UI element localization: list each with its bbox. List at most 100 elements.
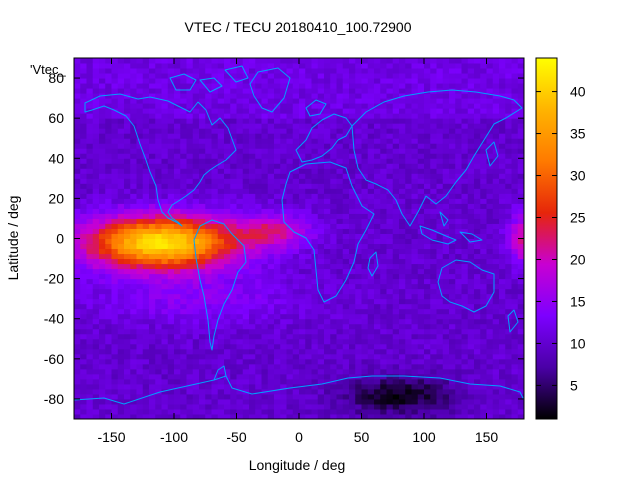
heatmap-cell <box>442 378 450 385</box>
heatmap-cell <box>199 63 206 69</box>
heatmap-cell <box>74 373 81 380</box>
heatmap-cell <box>349 318 356 325</box>
heatmap-cell <box>149 93 156 99</box>
heatmap-cell <box>405 108 412 114</box>
heatmap-cell <box>311 63 319 69</box>
heatmap-cell <box>292 103 300 109</box>
heatmap-cell <box>224 138 231 144</box>
heatmap-cell <box>455 108 462 114</box>
heatmap-cell <box>86 358 94 365</box>
heatmap-cell <box>74 143 81 149</box>
heatmap-cell <box>492 88 500 94</box>
heatmap-cell <box>430 138 437 144</box>
heatmap-cell <box>167 378 175 385</box>
heatmap-cell <box>449 98 456 104</box>
heatmap-cell <box>261 243 269 250</box>
heatmap-cell <box>117 243 125 250</box>
heatmap-cell <box>349 298 356 305</box>
heatmap-cell <box>355 348 362 355</box>
heatmap-cell <box>417 123 425 129</box>
heatmap-cell <box>80 328 87 335</box>
heatmap-cell <box>405 68 412 74</box>
heatmap-cell <box>192 388 200 395</box>
heatmap-cell <box>374 188 381 194</box>
heatmap-cell <box>386 343 394 350</box>
heatmap-cell <box>117 58 125 64</box>
heatmap-cell <box>211 78 219 84</box>
heatmap-cell <box>380 168 387 174</box>
heatmap-cell <box>205 228 212 234</box>
heatmap-cell <box>249 83 256 89</box>
heatmap-cell <box>399 108 406 114</box>
heatmap-cell <box>399 323 406 330</box>
heatmap-cell <box>86 188 94 194</box>
heatmap-cell <box>386 73 394 79</box>
heatmap-cell <box>336 398 344 405</box>
heatmap-cell <box>467 238 475 245</box>
heatmap-cell <box>161 268 169 275</box>
heatmap-cell <box>92 213 100 219</box>
heatmap-cell <box>80 293 87 300</box>
heatmap-cell <box>99 253 106 260</box>
heatmap-cell <box>330 183 337 189</box>
heatmap-cell <box>267 268 275 275</box>
heatmap-cell <box>261 398 269 405</box>
heatmap-cell <box>455 303 462 310</box>
heatmap-cell <box>430 318 437 325</box>
heatmap-cell <box>367 228 375 234</box>
heatmap-cell <box>305 213 312 219</box>
heatmap-cell <box>349 343 356 350</box>
heatmap-cell <box>436 358 444 365</box>
heatmap-cell <box>230 243 237 250</box>
heatmap-cell <box>261 193 269 199</box>
heatmap-cell <box>242 213 250 219</box>
heatmap-cell <box>486 358 494 365</box>
heatmap-cell <box>105 128 112 134</box>
heatmap-cell <box>199 278 206 285</box>
heatmap-cell <box>342 58 350 64</box>
heatmap-cell <box>305 378 312 385</box>
heatmap-cell <box>142 383 150 390</box>
heatmap-cell <box>167 358 175 365</box>
heatmap-cell <box>449 363 456 370</box>
heatmap-cell <box>299 193 306 199</box>
heatmap-cell <box>280 153 287 159</box>
heatmap-cell <box>149 233 156 239</box>
heatmap-cell <box>449 333 456 340</box>
heatmap-cell <box>192 238 200 245</box>
heatmap-cell <box>374 308 381 315</box>
heatmap-cell <box>386 148 394 154</box>
heatmap-cell <box>399 238 406 245</box>
heatmap-cell <box>92 223 100 229</box>
heatmap-cell <box>430 68 437 74</box>
heatmap-cell <box>242 273 250 280</box>
heatmap-cell <box>417 413 425 420</box>
heatmap-cell <box>186 378 194 385</box>
heatmap-cell <box>255 73 262 79</box>
heatmap-cell <box>455 413 462 420</box>
heatmap-cell <box>136 168 144 174</box>
heatmap-cell <box>211 93 219 99</box>
heatmap-cell <box>230 133 237 139</box>
heatmap-cell <box>417 308 425 315</box>
heatmap-cell <box>142 328 150 335</box>
heatmap-cell <box>374 318 381 325</box>
heatmap-cell <box>392 153 400 159</box>
heatmap-cell <box>199 328 206 335</box>
heatmap-cell <box>361 93 369 99</box>
heatmap-cell <box>499 198 506 204</box>
heatmap-cell <box>324 73 331 79</box>
heatmap-cell <box>480 318 487 325</box>
heatmap-cell <box>211 163 219 169</box>
heatmap-cell <box>261 228 269 234</box>
heatmap-cell <box>161 178 169 184</box>
heatmap-cell <box>286 113 294 119</box>
heatmap-cell <box>255 188 262 194</box>
heatmap-cell <box>411 153 419 159</box>
heatmap-cell <box>130 98 137 104</box>
heatmap-cell <box>424 143 431 149</box>
heatmap-cell <box>242 338 250 345</box>
heatmap-cell <box>405 158 412 164</box>
heatmap-cell <box>336 158 344 164</box>
heatmap-cell <box>211 98 219 104</box>
